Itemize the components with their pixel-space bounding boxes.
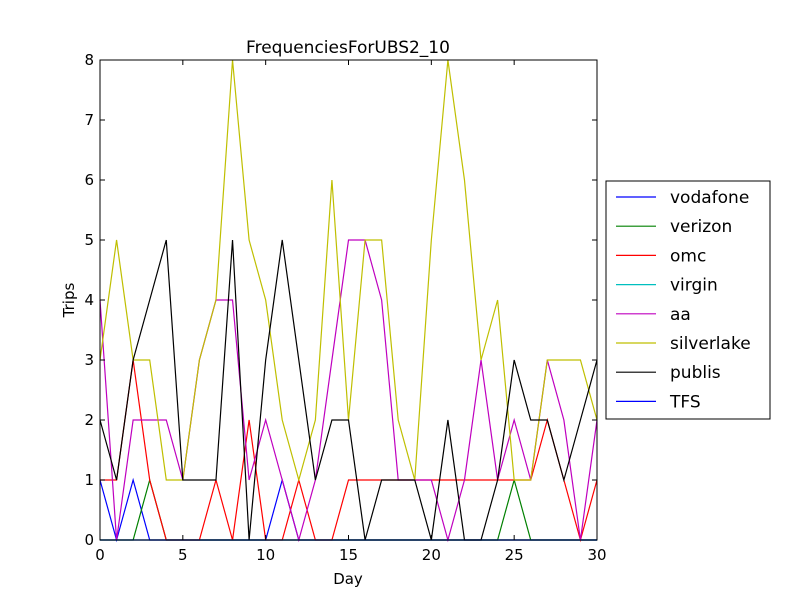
x-tick-label: 10 (256, 546, 275, 564)
series-line-publis (99, 239, 598, 541)
legend-items: vodafone verizon omc virgin aa silverlake publ… (616, 188, 751, 412)
legend-label-tfs: TFS (669, 392, 701, 412)
legend-label-silverlake: silverlake (670, 334, 751, 354)
legend-label-vodafone: vodafone (670, 188, 749, 208)
y-tick-label: 6 (84, 171, 94, 189)
chart-title: FrequenciesForUBS2_10 (246, 38, 450, 58)
y-tick-label: 1 (84, 471, 94, 489)
x-tick-label: 25 (505, 546, 524, 564)
legend: vodafone verizon omc virgin aa silverlake publ… (605, 180, 771, 420)
y-tick-label: 0 (84, 531, 94, 549)
ticks-layer: 0 5 10 15 20 25 30 0 1 2 3 4 5 6 7 8 (84, 51, 606, 564)
legend-label-aa: aa (670, 305, 691, 325)
y-tick-label: 3 (84, 351, 94, 369)
x-tick-label: 30 (587, 546, 606, 564)
legend-label-virgin: virgin (670, 276, 718, 296)
legend-label-verizon: verizon (670, 217, 732, 237)
y-axis-label: Trips (60, 283, 78, 319)
x-tick-label: 15 (339, 546, 358, 564)
legend-label-omc: omc (670, 246, 706, 266)
y-tick-label: 7 (84, 111, 94, 129)
legend-label-publis: publis (670, 363, 721, 383)
y-tick-label: 5 (84, 231, 94, 249)
x-axis-label: Day (333, 570, 363, 588)
legend-box (605, 180, 771, 420)
y-tick-label: 2 (84, 411, 94, 429)
plot-frame (100, 60, 597, 540)
x-tick-label: 0 (95, 546, 105, 564)
x-tick-label: 5 (178, 546, 188, 564)
x-tick-label: 20 (422, 546, 441, 564)
y-tick-label: 8 (84, 51, 94, 69)
y-tick-label: 4 (84, 291, 94, 309)
